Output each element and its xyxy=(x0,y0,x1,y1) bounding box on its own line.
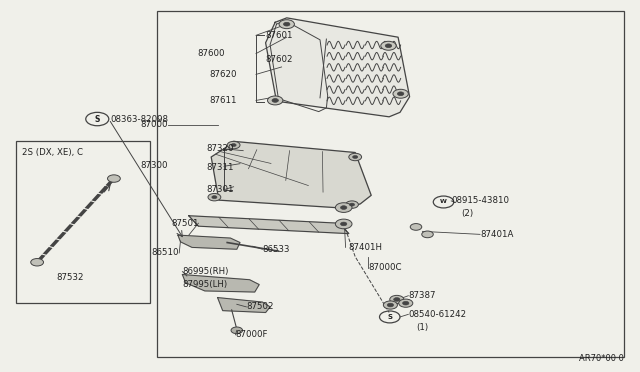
Circle shape xyxy=(335,203,352,212)
Circle shape xyxy=(231,144,236,147)
Text: 87611: 87611 xyxy=(209,96,237,105)
Text: 87387: 87387 xyxy=(408,291,436,300)
Text: 87501: 87501 xyxy=(171,219,198,228)
Circle shape xyxy=(335,219,352,229)
Circle shape xyxy=(422,231,433,238)
Circle shape xyxy=(393,89,408,98)
Text: 86995(RH): 86995(RH) xyxy=(182,267,228,276)
Circle shape xyxy=(381,41,396,50)
Circle shape xyxy=(212,196,217,199)
Text: 87532: 87532 xyxy=(57,273,84,282)
Text: 08915-43810: 08915-43810 xyxy=(451,196,509,205)
Circle shape xyxy=(227,141,240,149)
Text: 87401A: 87401A xyxy=(480,230,513,239)
Text: 87000F: 87000F xyxy=(236,330,268,339)
Circle shape xyxy=(403,301,409,305)
Text: 2S (DX, XE), C: 2S (DX, XE), C xyxy=(22,148,83,157)
Polygon shape xyxy=(178,235,240,249)
Text: 87320: 87320 xyxy=(206,144,234,153)
Text: S: S xyxy=(387,314,392,320)
Circle shape xyxy=(390,295,404,304)
Text: 86510: 86510 xyxy=(152,248,179,257)
Circle shape xyxy=(346,201,358,208)
Circle shape xyxy=(231,327,243,334)
Circle shape xyxy=(383,301,397,309)
Text: 87401H: 87401H xyxy=(349,243,383,252)
Text: 08540-61242: 08540-61242 xyxy=(408,310,467,319)
Text: 87600: 87600 xyxy=(198,49,225,58)
Text: 87300: 87300 xyxy=(141,161,168,170)
Bar xyxy=(16,141,150,303)
Text: W: W xyxy=(440,199,447,205)
Circle shape xyxy=(268,96,283,105)
Text: 87000: 87000 xyxy=(141,120,168,129)
Circle shape xyxy=(387,303,394,307)
Circle shape xyxy=(349,203,355,206)
Text: (1): (1) xyxy=(416,323,428,332)
Circle shape xyxy=(340,206,347,209)
Circle shape xyxy=(397,92,404,96)
Text: 87502: 87502 xyxy=(246,302,274,311)
Circle shape xyxy=(353,155,358,158)
Text: 86533: 86533 xyxy=(262,245,290,254)
Text: S: S xyxy=(95,115,100,124)
Text: 87602: 87602 xyxy=(266,55,293,64)
Text: 87601: 87601 xyxy=(266,31,293,40)
Circle shape xyxy=(279,20,294,29)
Polygon shape xyxy=(266,18,410,117)
Circle shape xyxy=(31,259,44,266)
Text: (2): (2) xyxy=(461,209,473,218)
Circle shape xyxy=(208,193,221,201)
Circle shape xyxy=(399,299,413,307)
Text: AR70*00 0: AR70*00 0 xyxy=(579,354,624,363)
Text: 08363-82098: 08363-82098 xyxy=(110,115,168,124)
Text: 87995(LH): 87995(LH) xyxy=(182,280,228,289)
Text: 87620: 87620 xyxy=(209,70,237,79)
Circle shape xyxy=(108,175,120,182)
Text: 87311: 87311 xyxy=(206,163,234,172)
Polygon shape xyxy=(211,141,371,208)
Polygon shape xyxy=(218,298,270,312)
Circle shape xyxy=(272,99,278,102)
Circle shape xyxy=(394,298,400,301)
Circle shape xyxy=(385,44,392,48)
Text: 87301: 87301 xyxy=(206,185,234,194)
Circle shape xyxy=(284,22,290,26)
Circle shape xyxy=(349,153,362,161)
Polygon shape xyxy=(182,275,259,292)
Circle shape xyxy=(410,224,422,230)
Circle shape xyxy=(340,222,347,226)
Polygon shape xyxy=(189,216,349,234)
Text: 87000C: 87000C xyxy=(368,263,401,272)
Bar xyxy=(157,11,624,357)
